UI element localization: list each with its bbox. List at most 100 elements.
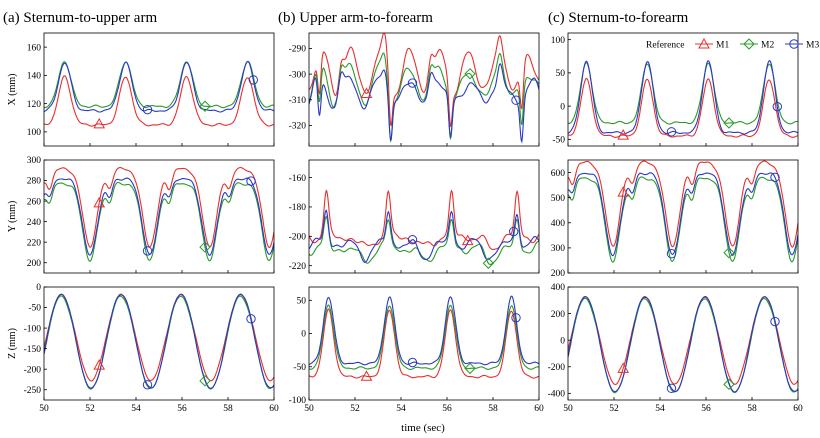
y-axis-label: X (mm) (7, 74, 18, 106)
x-tick-label: 50 (39, 404, 49, 414)
y-tick-label: -50 (552, 136, 565, 146)
series-m3-line (44, 60, 274, 113)
marker-m3-8-1 (770, 316, 780, 327)
y-tick-label: -310 (289, 96, 307, 106)
y-tick-label: -250 (24, 386, 42, 396)
y-tick-label: -200 (548, 363, 566, 373)
y-axis-label: Z (mm) (7, 328, 18, 359)
column-title-c: (c) Sternum-to-forearm (548, 10, 689, 26)
subplot-8: -100 -50 0 50 50 52 54 56 58 60 (289, 286, 544, 414)
series-m2-line (309, 215, 539, 265)
plot-frame (308, 159, 540, 274)
y-tick-label: 0 (560, 102, 565, 112)
marker-m3-6-1 (246, 314, 256, 324)
y-tick-label: -50 (293, 363, 306, 373)
marker-m3-0-1 (248, 75, 259, 85)
series-m2-line (309, 52, 539, 143)
plot-frame (43, 32, 275, 147)
y-tick-label: 220 (27, 238, 42, 248)
series-m1-line (309, 33, 539, 128)
marker-m2-2-0 (723, 117, 735, 129)
y-tick-label: 0 (36, 283, 41, 293)
marker-m1-0-0 (93, 117, 106, 129)
y-tick-label: 200 (551, 310, 566, 320)
series-m3-line (44, 293, 274, 389)
series-m1-line (44, 293, 274, 382)
legend-label: Reference (646, 40, 685, 51)
series-m1-line (44, 166, 274, 249)
series-m2-line (568, 176, 798, 263)
x-tick-label: 56 (442, 404, 452, 414)
subplot-4: 200 220 240 260 280 300 Y (mm) (7, 156, 275, 274)
column-title-b: (b) Upper arm-to-forearm (278, 10, 433, 26)
y-tick-label: 140 (27, 72, 42, 82)
y-tick-label: 300 (27, 156, 42, 166)
series-m3-line (309, 209, 539, 263)
subplot-5: -220 -200 -180 -160 (289, 159, 540, 274)
legend-label: M1 (716, 41, 729, 51)
plot-frame (43, 286, 275, 401)
series-m1-line (568, 295, 798, 386)
series-m3-line (568, 60, 798, 135)
marker-m3-6-0 (142, 380, 153, 390)
x-tick-label: 58 (747, 404, 757, 414)
marker-m3-1-1 (511, 95, 521, 105)
plot-frame (43, 159, 275, 274)
x-tick-label: 54 (131, 404, 141, 414)
series-m2-line (568, 297, 798, 394)
marker-m3-7-1 (511, 313, 521, 323)
plot-frame (567, 286, 799, 401)
series-m1-line (44, 75, 274, 127)
marker-m2-4-0 (482, 257, 495, 269)
series-m1-line (568, 77, 798, 138)
marker-m3-7-0 (407, 357, 418, 368)
legend-item-m3: M3 (785, 39, 819, 51)
series-m3-line (44, 177, 274, 257)
marker-m3-8-0 (666, 383, 677, 394)
marker-m1-5-0 (617, 186, 630, 197)
marker-m2-3-0 (199, 241, 211, 253)
marker-m1-8-0 (617, 362, 630, 373)
y-tick-label: -200 (24, 365, 42, 375)
plot-frame (567, 159, 799, 274)
y-tick-label: 50 (556, 69, 566, 79)
y-tick-label: 100 (27, 128, 42, 138)
marker-m2-7-0 (464, 362, 476, 375)
series-m3-line (309, 295, 539, 366)
series-reference-line (568, 174, 798, 258)
y-tick-label: 50 (297, 296, 307, 306)
y-tick-label: -220 (289, 262, 307, 272)
marker-m2-0-0 (199, 100, 211, 112)
subplot-2: -320 -310 -300 -290 (289, 32, 540, 147)
x-tick-label: 60 (269, 404, 279, 414)
y-tick-label: 120 (27, 100, 42, 110)
series-m2-line (568, 62, 798, 125)
marker-m1-2-0 (617, 129, 630, 140)
subplot-1: 100 120 140 160 X (mm) (7, 32, 275, 147)
marker-m3-0-0 (142, 104, 153, 115)
y-tick-label: -160 (289, 174, 307, 184)
y-tick-label: 200 (27, 259, 42, 269)
legend-label: M2 (761, 41, 774, 51)
plots-group: 100 120 140 160 X (mm) -320 -310 -300 -290 -50 0 50… (7, 32, 803, 414)
x-tick-label: 60 (534, 404, 544, 414)
x-tick-label: 54 (396, 404, 406, 414)
subplot-6: 200 300 400 500 600 (551, 159, 799, 279)
y-tick-label: 260 (27, 197, 42, 207)
subplot-3: -50 0 50 100 (551, 32, 799, 147)
subplot-7: -250 -200 -150 -100 -50 0 50 52 54 56 58 60 Z (mm) (7, 283, 279, 414)
plot-frame (567, 32, 799, 147)
legend-item-m2: M2 (740, 38, 774, 51)
plot-frame (308, 32, 540, 147)
x-tick-label: 52 (609, 404, 619, 414)
series-reference-line (309, 168, 539, 256)
legend-item-reference: Reference (646, 40, 685, 51)
y-tick-label: 500 (551, 194, 566, 204)
y-tick-label: 0 (301, 330, 306, 340)
y-tick-label: -290 (289, 45, 307, 55)
y-tick-label: 160 (27, 43, 42, 53)
y-tick-label: -150 (24, 345, 42, 355)
series-m3-line (568, 172, 798, 257)
y-tick-label: -200 (289, 233, 307, 243)
x-axis-label: time (sec) (401, 422, 445, 434)
